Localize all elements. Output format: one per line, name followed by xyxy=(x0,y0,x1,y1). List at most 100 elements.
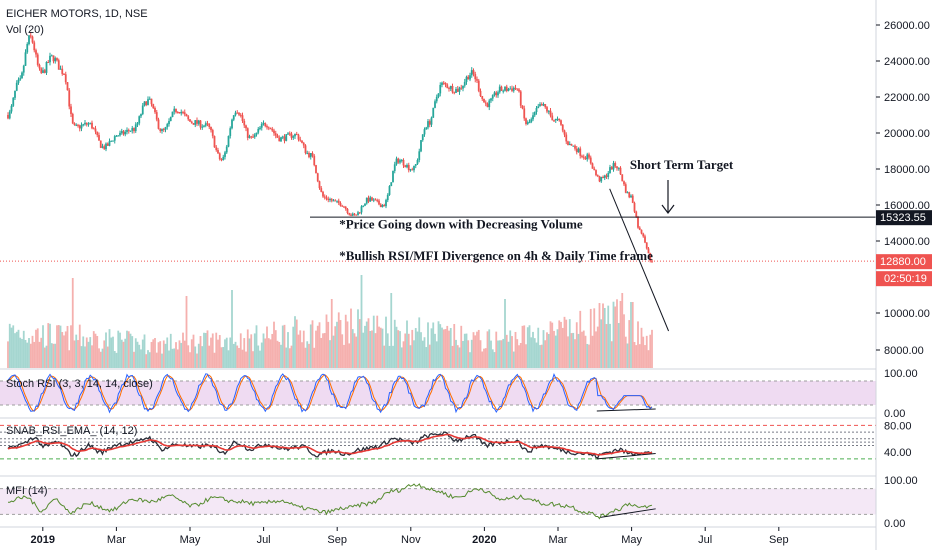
candle-body xyxy=(301,140,303,143)
candle-body xyxy=(332,200,335,202)
candle-body xyxy=(364,203,366,206)
volume-bar xyxy=(589,308,592,368)
volume-bar xyxy=(630,302,632,368)
volume-bar xyxy=(38,341,41,368)
candle-body xyxy=(148,98,151,100)
time-axis[interactable]: 2019 Mar May Jul Sep Nov 2020 Mar May Jul Sep xyxy=(31,527,789,546)
candle xyxy=(586,152,589,162)
volume-bar xyxy=(425,347,428,368)
candle-body xyxy=(476,79,478,81)
candle xyxy=(248,134,251,139)
candle xyxy=(106,142,109,146)
candle-body xyxy=(71,113,74,124)
candle-body xyxy=(360,206,363,213)
candle-body xyxy=(255,132,258,135)
candle xyxy=(304,144,307,155)
stoch-k-line xyxy=(7,373,653,414)
candle-body xyxy=(539,104,541,107)
candle xyxy=(203,124,205,128)
candle xyxy=(29,31,32,39)
volume-bar xyxy=(383,345,386,368)
candle xyxy=(617,167,620,171)
candle xyxy=(147,96,149,106)
candle-body xyxy=(593,168,596,171)
volume-bar xyxy=(327,321,330,368)
candle-body xyxy=(390,182,393,187)
volume-bar xyxy=(399,331,401,368)
volume-bar xyxy=(302,330,305,368)
volume-bar xyxy=(239,333,242,368)
candle xyxy=(42,67,44,74)
candle-body xyxy=(460,87,463,89)
volume-bar xyxy=(395,326,398,368)
candle xyxy=(208,123,211,130)
volume-bar xyxy=(334,326,337,368)
volume-bar xyxy=(514,331,517,368)
volume-bar xyxy=(64,331,67,368)
candle xyxy=(194,120,197,128)
indicator-lines xyxy=(7,373,653,520)
candle xyxy=(257,126,260,135)
price-tick-label: 8000.00 xyxy=(884,345,924,357)
candle-body xyxy=(154,107,156,113)
volume-bar xyxy=(472,332,475,368)
candle xyxy=(535,105,538,115)
candle xyxy=(474,71,477,83)
candle-body xyxy=(591,163,594,169)
candle xyxy=(369,195,372,202)
candle-body xyxy=(96,131,99,136)
candle-body xyxy=(477,80,480,91)
candle xyxy=(59,65,62,70)
volume-bar xyxy=(295,319,298,368)
candle xyxy=(465,75,468,85)
candle xyxy=(504,86,506,92)
volume-bar xyxy=(505,334,508,368)
candle xyxy=(91,120,93,130)
candle xyxy=(222,154,225,161)
volume-bar xyxy=(647,350,650,368)
candle-body xyxy=(521,105,524,109)
candle xyxy=(497,90,499,98)
volume-bar xyxy=(483,348,485,368)
volume-bar xyxy=(234,341,237,368)
candle xyxy=(35,48,37,58)
volume-bar xyxy=(341,334,344,368)
candle xyxy=(28,35,30,46)
candle xyxy=(26,42,29,54)
volume-bar xyxy=(24,339,27,368)
volume-bar xyxy=(112,336,114,368)
candle xyxy=(353,213,356,216)
candle-body xyxy=(295,133,298,135)
candle-body xyxy=(465,76,468,82)
candle-body xyxy=(407,164,410,171)
candle xyxy=(332,199,335,202)
candle xyxy=(488,98,491,111)
volume-bar xyxy=(579,310,582,368)
candle-body xyxy=(428,121,431,125)
candle-body xyxy=(551,115,554,121)
candle xyxy=(423,127,426,137)
volume-bar xyxy=(560,321,562,368)
candle-body xyxy=(294,133,296,137)
candle-body xyxy=(556,118,559,120)
candle xyxy=(330,198,333,203)
candle xyxy=(483,98,485,103)
candle xyxy=(498,84,501,94)
candle-body xyxy=(201,126,204,128)
time-tick-label: Jul xyxy=(698,534,712,546)
candle xyxy=(309,153,312,160)
volume-bar xyxy=(453,324,456,368)
volume-bar xyxy=(10,327,13,368)
candle-body xyxy=(267,127,270,129)
candle-body xyxy=(218,153,221,160)
volume-bar xyxy=(519,342,522,368)
candle xyxy=(631,194,634,204)
volume-bar xyxy=(575,322,578,368)
volume-bar xyxy=(640,327,643,368)
volume-bar xyxy=(176,349,179,368)
candle-body xyxy=(19,78,22,80)
volume-bar xyxy=(428,344,431,368)
price-axis[interactable]: 26000.00 24000.00 22000.00 20000.00 18000.00… xyxy=(876,20,930,530)
volume-bar xyxy=(91,345,93,368)
